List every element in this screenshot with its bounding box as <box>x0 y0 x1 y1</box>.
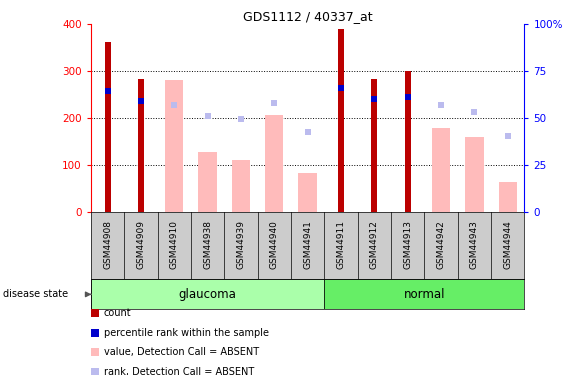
Text: glaucoma: glaucoma <box>179 288 237 301</box>
Bar <box>199 152 217 212</box>
Text: GSM44942: GSM44942 <box>437 220 445 269</box>
Text: rank, Detection Call = ABSENT: rank, Detection Call = ABSENT <box>104 367 254 375</box>
Text: GSM44913: GSM44913 <box>403 220 412 269</box>
Text: GSM44910: GSM44910 <box>170 220 179 269</box>
Bar <box>499 182 517 212</box>
Bar <box>104 42 111 212</box>
Bar <box>465 137 483 212</box>
Title: GDS1112 / 40337_at: GDS1112 / 40337_at <box>243 10 373 23</box>
Text: GSM44944: GSM44944 <box>503 220 512 269</box>
Text: GSM44912: GSM44912 <box>370 220 379 269</box>
Text: percentile rank within the sample: percentile rank within the sample <box>104 328 269 338</box>
Bar <box>405 71 411 212</box>
Bar <box>91 279 324 309</box>
Bar <box>232 160 250 212</box>
Text: normal: normal <box>404 288 445 301</box>
Text: GSM44911: GSM44911 <box>336 220 346 269</box>
Bar <box>372 79 377 212</box>
Text: value, Detection Call = ABSENT: value, Detection Call = ABSENT <box>104 347 259 357</box>
Text: count: count <box>104 308 131 318</box>
Bar <box>265 115 284 212</box>
Text: GSM44908: GSM44908 <box>103 220 112 269</box>
Text: GSM44940: GSM44940 <box>270 220 279 269</box>
Bar <box>165 80 183 212</box>
Text: GSM44943: GSM44943 <box>470 220 479 269</box>
Bar <box>338 29 344 212</box>
Bar <box>138 79 144 212</box>
Text: GSM44938: GSM44938 <box>203 220 212 269</box>
Text: GSM44939: GSM44939 <box>236 220 246 269</box>
Text: GSM44941: GSM44941 <box>303 220 312 269</box>
Bar <box>324 279 524 309</box>
Text: disease state: disease state <box>3 290 68 299</box>
Text: GSM44909: GSM44909 <box>137 220 145 269</box>
Bar <box>432 128 450 212</box>
Bar <box>298 173 317 212</box>
